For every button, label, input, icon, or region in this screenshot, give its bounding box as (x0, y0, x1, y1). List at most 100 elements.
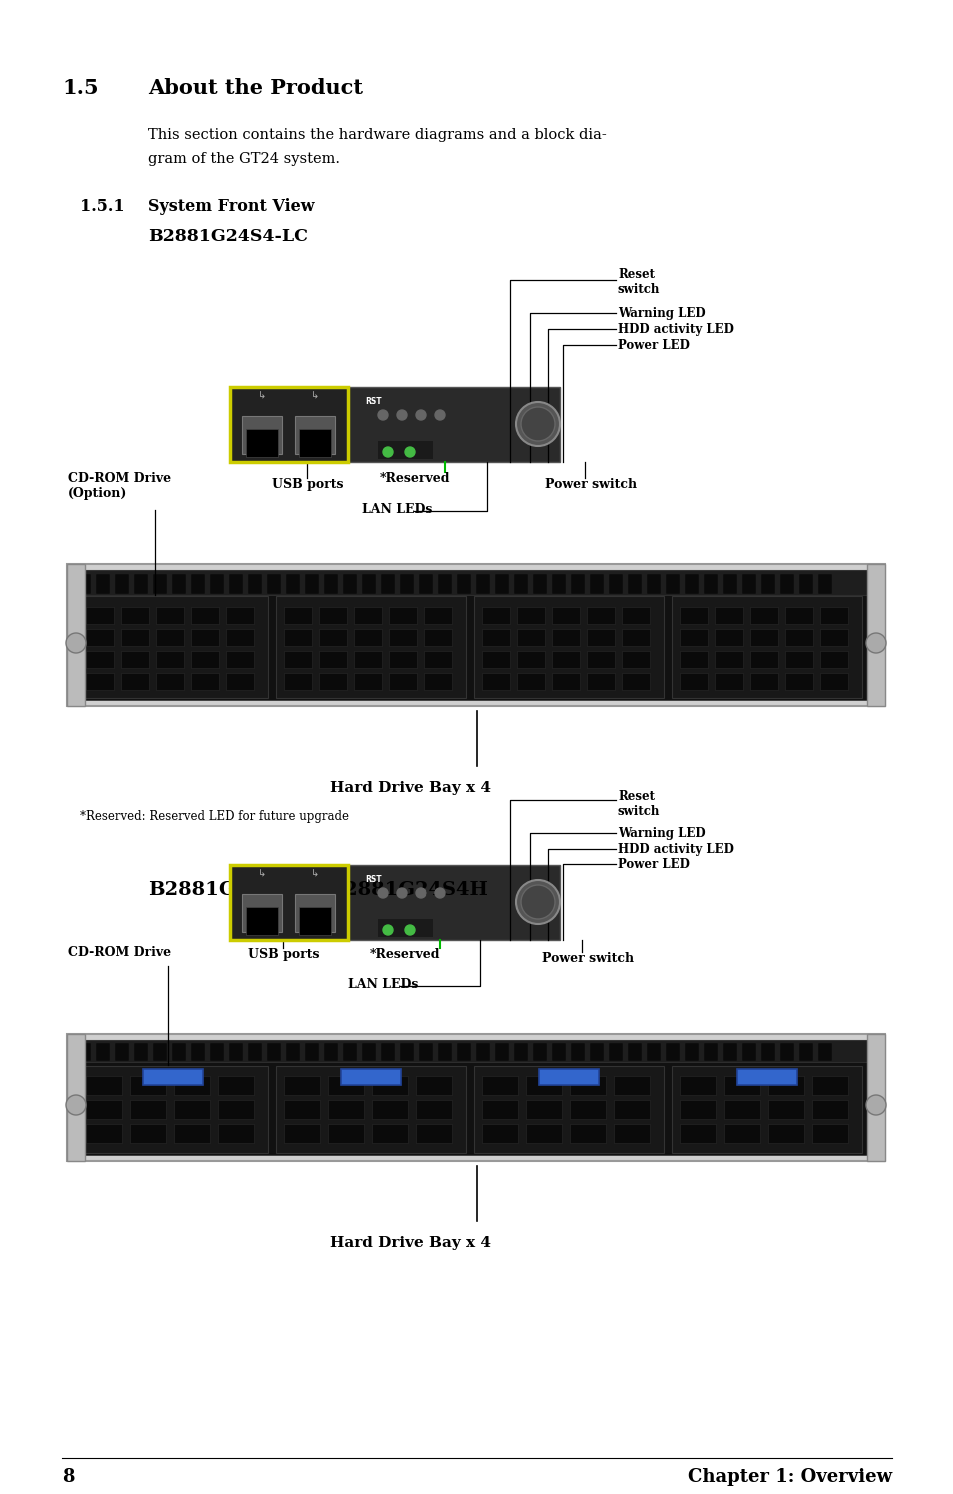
Bar (538, 1070, 598, 1085)
Bar (749, 607, 778, 624)
Bar (372, 1123, 408, 1143)
Bar (191, 629, 219, 645)
Bar (737, 1070, 796, 1085)
Bar (294, 893, 335, 932)
Text: 1.5.1: 1.5.1 (80, 199, 125, 215)
Text: Reset
switch: Reset switch (618, 267, 659, 296)
Bar (399, 1043, 414, 1061)
Bar (817, 574, 831, 595)
Bar (646, 574, 660, 595)
Bar (481, 607, 510, 624)
Bar (456, 574, 471, 595)
Bar (354, 651, 381, 668)
Bar (621, 672, 649, 690)
Bar (121, 607, 149, 624)
Bar (476, 1043, 490, 1061)
Bar (481, 1123, 517, 1143)
Text: HDD activity LED: HDD activity LED (618, 323, 733, 336)
Bar (525, 1100, 561, 1119)
Bar (130, 1123, 166, 1143)
Bar (571, 1043, 584, 1061)
Bar (67, 565, 85, 707)
Bar (242, 415, 282, 454)
Text: 1.5: 1.5 (62, 78, 98, 99)
Bar (679, 1123, 716, 1143)
Bar (230, 387, 348, 462)
Circle shape (66, 1095, 86, 1115)
Bar (343, 1043, 356, 1061)
Text: Power LED: Power LED (618, 858, 689, 871)
Bar (456, 1043, 471, 1061)
Bar (284, 607, 312, 624)
Bar (437, 1043, 452, 1061)
Text: 8: 8 (62, 1469, 74, 1487)
Bar (361, 1043, 375, 1061)
Bar (328, 1123, 364, 1143)
Bar (569, 1100, 605, 1119)
Circle shape (516, 880, 559, 923)
Circle shape (396, 887, 407, 898)
Bar (340, 1070, 400, 1085)
Bar (77, 574, 91, 595)
Bar (298, 907, 331, 935)
Text: RST: RST (365, 875, 381, 884)
Bar (767, 1100, 803, 1119)
Bar (343, 574, 356, 595)
Bar (665, 574, 679, 595)
Bar (714, 651, 742, 668)
Bar (284, 1100, 319, 1119)
Circle shape (520, 884, 555, 919)
Bar (96, 1043, 110, 1061)
Bar (218, 1123, 253, 1143)
Bar (714, 672, 742, 690)
Bar (67, 565, 884, 707)
Circle shape (520, 406, 555, 441)
Circle shape (435, 409, 444, 420)
Bar (71, 571, 879, 595)
Bar (767, 1123, 803, 1143)
Bar (96, 574, 110, 595)
Bar (646, 1043, 660, 1061)
Bar (416, 1123, 452, 1143)
Bar (173, 1100, 210, 1119)
Bar (749, 629, 778, 645)
Bar (286, 574, 299, 595)
Bar (437, 574, 452, 595)
Bar (328, 1076, 364, 1095)
Bar (517, 651, 544, 668)
Bar (784, 672, 812, 690)
Bar (354, 629, 381, 645)
Text: USB ports: USB ports (248, 949, 319, 961)
Bar (191, 574, 205, 595)
Bar (226, 629, 253, 645)
Bar (71, 595, 879, 701)
Bar (552, 574, 565, 595)
Bar (517, 607, 544, 624)
Bar (86, 1076, 122, 1095)
Bar (318, 629, 347, 645)
Bar (86, 1100, 122, 1119)
Bar (621, 651, 649, 668)
Bar (133, 1043, 148, 1061)
Bar (533, 574, 546, 595)
Bar (780, 574, 793, 595)
Circle shape (865, 633, 885, 653)
Bar (86, 672, 113, 690)
Bar (191, 651, 219, 668)
Bar (267, 574, 281, 595)
Text: *Reserved: *Reserved (379, 472, 450, 486)
Bar (172, 1043, 186, 1061)
Bar (569, 1123, 605, 1143)
Bar (671, 596, 862, 698)
Circle shape (382, 447, 393, 457)
Bar (703, 1043, 718, 1061)
Bar (679, 607, 707, 624)
Bar (191, 607, 219, 624)
Bar (121, 629, 149, 645)
Text: This section contains the hardware diagrams and a block dia-: This section contains the hardware diagr… (148, 128, 606, 142)
Bar (760, 1043, 774, 1061)
Bar (741, 1043, 755, 1061)
Circle shape (377, 887, 388, 898)
Bar (820, 607, 847, 624)
Text: ↳: ↳ (311, 868, 318, 878)
